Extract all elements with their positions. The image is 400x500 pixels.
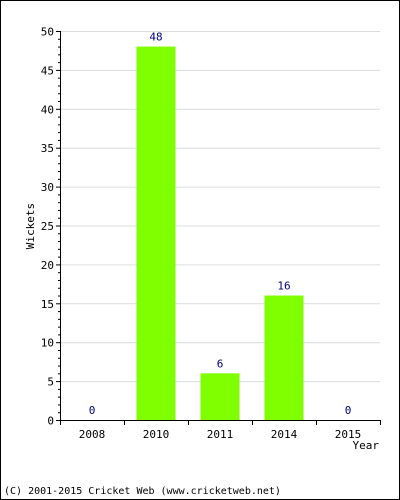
y-tick-label: 25 <box>41 220 54 233</box>
y-tick-label: 0 <box>47 415 54 428</box>
data-label: 48 <box>149 31 162 44</box>
data-label: 16 <box>277 280 290 293</box>
axes: 0 5 10 15 20 25 30 35 40 45 50 2008 2010 2011 2014 2015 <box>41 26 381 441</box>
y-tick-label: 35 <box>41 142 54 155</box>
y-tick-label: 45 <box>41 64 54 77</box>
y-tick-label: 30 <box>41 181 54 194</box>
y-tick-label: 20 <box>41 259 54 272</box>
y-tick-label: 10 <box>41 337 54 350</box>
grid-lines <box>60 31 380 383</box>
y-tick-label: 40 <box>41 103 54 116</box>
x-tick-label: 2010 <box>143 428 170 441</box>
data-label: 6 <box>217 357 224 370</box>
y-axis-label: Wickets <box>24 203 37 249</box>
x-tick-label: 2008 <box>79 428 106 441</box>
y-tick-label: 15 <box>41 298 54 311</box>
y-tick-label: 50 <box>41 26 54 39</box>
bar-2014 <box>264 295 304 420</box>
data-label: 0 <box>345 404 352 417</box>
x-tick-label: 2011 <box>207 428 234 441</box>
data-labels: 0 48 6 16 0 <box>89 31 352 417</box>
y-tick-label: 5 <box>47 376 54 389</box>
bars <box>136 46 304 421</box>
x-axis-label: Year <box>353 439 380 452</box>
data-label: 0 <box>89 404 96 417</box>
bar-2010 <box>136 46 176 421</box>
x-tick-label: 2015 <box>335 428 362 441</box>
x-tick-label: 2014 <box>271 428 298 441</box>
footer-copyright: (C) 2001-2015 Cricket Web (www.cricketwe… <box>4 486 281 497</box>
bar-2011 <box>200 373 240 420</box>
